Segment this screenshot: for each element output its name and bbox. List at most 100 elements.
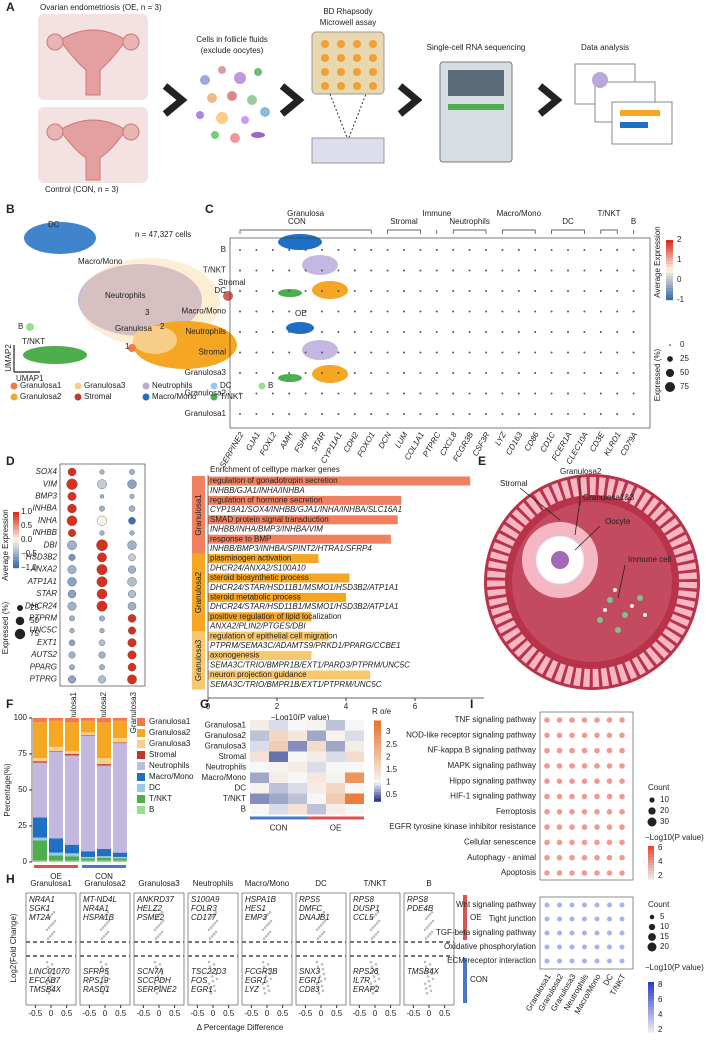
- dot: [569, 870, 575, 876]
- colorbar: [13, 551, 19, 555]
- heat-cell: [250, 741, 269, 752]
- dot: [557, 916, 562, 922]
- heat-cell: [288, 783, 307, 794]
- gene-label: CD83: [299, 985, 320, 994]
- dot: [403, 310, 405, 313]
- tick-label: 0.5: [21, 521, 33, 530]
- dot: [544, 717, 550, 723]
- point: [153, 982, 157, 985]
- dot: [534, 331, 537, 333]
- legend-title: −Log10(P value): [645, 833, 704, 842]
- point: [425, 926, 429, 929]
- legend-label: DC: [220, 381, 232, 390]
- tick-label: -1: [677, 295, 685, 304]
- dot: [501, 290, 504, 292]
- dot: [452, 249, 455, 251]
- gene-label: SCN7A: [137, 967, 164, 976]
- dot: [594, 870, 600, 876]
- dot: [632, 269, 635, 272]
- bar-segment: [33, 718, 47, 723]
- dot: [255, 392, 258, 395]
- dot: [68, 553, 76, 561]
- dot: [550, 351, 553, 354]
- dot: [67, 491, 77, 501]
- group-label: CON: [95, 872, 113, 881]
- dot: [337, 372, 340, 374]
- label: UMAP2: [4, 344, 13, 372]
- legend-label: Neutrophils: [149, 761, 189, 770]
- dot: [69, 664, 75, 671]
- point: [376, 910, 380, 914]
- dot: [66, 515, 78, 527]
- heat-cell: [326, 762, 345, 773]
- heat-cell: [307, 730, 326, 741]
- point: [426, 915, 430, 918]
- dot: [353, 372, 356, 374]
- point: [210, 935, 214, 938]
- bar-segment: [49, 855, 63, 861]
- point: [323, 919, 327, 923]
- legend-swatch: [74, 393, 82, 401]
- group-label: OE: [330, 824, 342, 833]
- dot: [468, 290, 471, 292]
- dot: [619, 824, 625, 830]
- colorbar: [13, 520, 19, 524]
- dot: [321, 413, 323, 415]
- tick-label: 2: [658, 871, 663, 880]
- group-label: Immune: [422, 209, 451, 218]
- tick-label: 0: [427, 1009, 432, 1018]
- panel-letter: F: [6, 697, 13, 711]
- bar-segment: [33, 722, 47, 759]
- dot: [569, 793, 575, 800]
- row-label: Stromal: [198, 348, 226, 357]
- colorbar: [666, 240, 673, 244]
- heat-cell: [288, 751, 307, 762]
- dot: [582, 944, 587, 950]
- dot: [452, 351, 455, 354]
- dot: [556, 824, 563, 830]
- label: Oocyte: [605, 517, 631, 526]
- dot: [599, 290, 602, 292]
- gene-label: DHCR24: [25, 601, 58, 610]
- legend-swatch: [137, 751, 145, 759]
- tick-label: 50: [680, 368, 689, 377]
- label: Single-cell RNA sequencing: [427, 43, 526, 52]
- point: [210, 975, 214, 978]
- dot: [128, 505, 136, 512]
- dot: [468, 331, 471, 333]
- colorbar: [13, 559, 19, 563]
- point: [319, 979, 323, 983]
- tick-label: 6: [413, 702, 418, 711]
- point: [209, 991, 213, 995]
- gene-label: SCCPDH: [137, 976, 171, 985]
- tick-label: 30: [660, 817, 669, 826]
- point: [153, 908, 157, 912]
- gene-label: ANKRD37: [136, 895, 174, 904]
- dot: [435, 372, 438, 374]
- point: [47, 926, 51, 929]
- point: [213, 989, 217, 993]
- point: [46, 937, 50, 940]
- legend-label: T/NKT: [149, 794, 172, 803]
- tick-label: -0.5: [82, 1009, 96, 1018]
- bar: [208, 612, 312, 622]
- bar-segment: [49, 718, 63, 721]
- heat-cell: [345, 762, 364, 773]
- dot: [517, 392, 520, 395]
- dot: [569, 902, 575, 908]
- label: Macro/Mono: [78, 257, 123, 266]
- dot: [619, 809, 625, 815]
- tick-label: 75: [18, 749, 27, 758]
- dot: [550, 331, 553, 333]
- point: [106, 972, 110, 976]
- dot: [569, 930, 575, 936]
- dot: [468, 310, 471, 313]
- pathway-label: MAPK signaling pathway: [448, 761, 537, 770]
- point: [424, 917, 428, 921]
- legend-label: B: [268, 381, 273, 390]
- point: [374, 913, 378, 916]
- panel-letter: C: [205, 202, 214, 216]
- group-label: Granulosa: [287, 209, 324, 218]
- colorbar: [666, 261, 673, 265]
- label: UMAP1: [16, 374, 44, 383]
